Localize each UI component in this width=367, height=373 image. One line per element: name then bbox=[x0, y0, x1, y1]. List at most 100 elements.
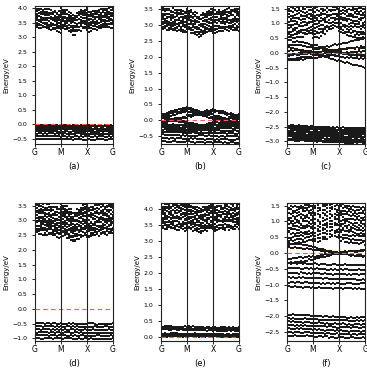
Point bbox=[340, 125, 346, 131]
Point bbox=[178, 115, 184, 121]
Point bbox=[329, 225, 335, 231]
Point bbox=[290, 265, 296, 271]
Point bbox=[72, 131, 78, 137]
Point bbox=[54, 123, 60, 129]
Point bbox=[60, 16, 66, 22]
Point bbox=[98, 136, 104, 142]
Point bbox=[358, 31, 364, 37]
Point bbox=[228, 213, 234, 219]
Point bbox=[216, 126, 222, 132]
Point bbox=[210, 217, 216, 223]
Point bbox=[232, 21, 238, 27]
Point bbox=[32, 335, 38, 341]
Point bbox=[64, 26, 70, 32]
Point bbox=[226, 200, 232, 206]
Point bbox=[204, 130, 210, 136]
Point bbox=[34, 24, 40, 30]
Point bbox=[110, 320, 116, 326]
Point bbox=[300, 274, 306, 280]
Point bbox=[310, 50, 316, 56]
Point bbox=[206, 23, 212, 29]
Point bbox=[358, 262, 364, 268]
Point bbox=[362, 335, 367, 341]
Point bbox=[68, 23, 74, 29]
Point bbox=[160, 11, 166, 17]
Point bbox=[310, 216, 316, 222]
Point bbox=[222, 7, 228, 13]
Point bbox=[320, 138, 326, 144]
Point bbox=[220, 10, 226, 16]
Point bbox=[358, 332, 364, 338]
Point bbox=[316, 319, 322, 325]
Point bbox=[296, 52, 302, 58]
Point bbox=[162, 138, 168, 144]
Point bbox=[220, 28, 226, 34]
Point bbox=[176, 224, 182, 230]
Point bbox=[100, 131, 106, 137]
Point bbox=[202, 125, 208, 131]
Point bbox=[230, 206, 236, 211]
Point bbox=[337, 204, 342, 210]
Point bbox=[352, 52, 358, 58]
Point bbox=[98, 210, 104, 216]
Point bbox=[40, 128, 46, 134]
Point bbox=[320, 234, 326, 240]
Point bbox=[200, 204, 206, 210]
Point bbox=[186, 136, 192, 142]
Point bbox=[202, 217, 208, 223]
Point bbox=[290, 274, 296, 280]
Point bbox=[362, 223, 367, 229]
Point bbox=[222, 109, 228, 115]
Point bbox=[338, 14, 344, 20]
Point bbox=[102, 19, 108, 25]
Point bbox=[328, 262, 334, 268]
Point bbox=[338, 208, 344, 214]
Point bbox=[342, 50, 348, 56]
Point bbox=[32, 15, 38, 21]
Point bbox=[88, 129, 94, 135]
Point bbox=[308, 285, 314, 291]
Point bbox=[358, 227, 364, 233]
Point bbox=[334, 221, 340, 227]
Point bbox=[352, 328, 358, 334]
Point bbox=[330, 267, 336, 273]
Point bbox=[90, 336, 96, 342]
X-axis label: (e): (e) bbox=[194, 358, 206, 368]
Point bbox=[236, 325, 242, 330]
Point bbox=[310, 223, 316, 229]
Point bbox=[48, 214, 54, 220]
Point bbox=[318, 3, 324, 9]
Point bbox=[92, 213, 98, 219]
Point bbox=[216, 18, 222, 24]
Point bbox=[284, 235, 290, 241]
Point bbox=[110, 205, 116, 211]
Point bbox=[300, 47, 306, 53]
Point bbox=[186, 332, 192, 338]
Point bbox=[346, 11, 352, 17]
Point bbox=[340, 328, 346, 334]
Point bbox=[317, 235, 323, 241]
Point bbox=[348, 45, 354, 51]
Point bbox=[62, 6, 68, 12]
Point bbox=[296, 260, 302, 266]
Point bbox=[302, 129, 308, 135]
Point bbox=[94, 125, 100, 131]
Point bbox=[290, 5, 296, 11]
Point bbox=[310, 35, 316, 41]
Point bbox=[80, 213, 86, 219]
Point bbox=[58, 204, 63, 210]
Point bbox=[340, 50, 346, 56]
Point bbox=[178, 106, 184, 112]
Point bbox=[332, 50, 338, 56]
Point bbox=[100, 212, 106, 218]
Point bbox=[352, 262, 358, 268]
Point bbox=[38, 22, 44, 28]
Point bbox=[198, 27, 204, 33]
Point bbox=[336, 250, 342, 256]
Point bbox=[176, 125, 182, 131]
Point bbox=[50, 218, 55, 224]
Point bbox=[32, 124, 38, 130]
Point bbox=[302, 326, 308, 332]
Point bbox=[220, 130, 226, 136]
Point bbox=[34, 223, 40, 229]
